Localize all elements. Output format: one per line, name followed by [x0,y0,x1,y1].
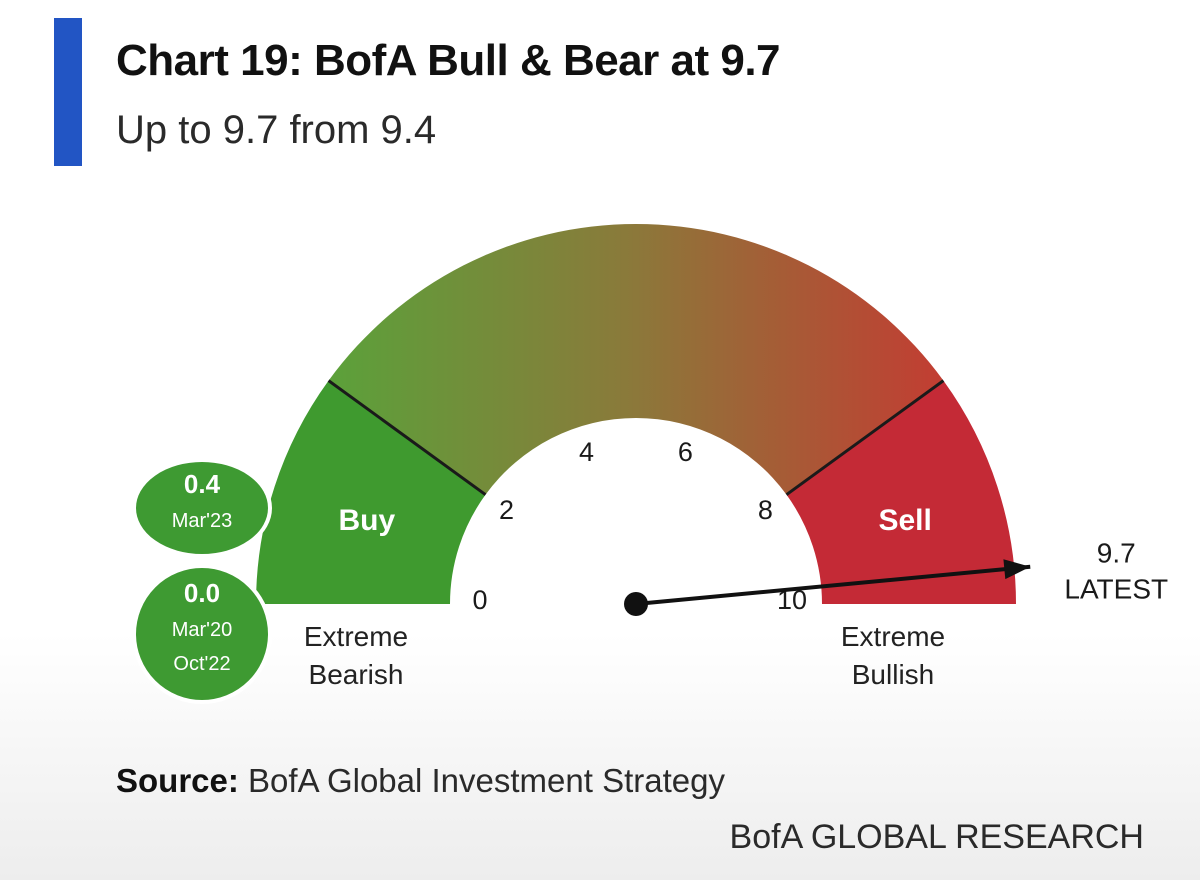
badge-date: Oct'22 [173,653,230,675]
latest-caption: LATEST [1064,574,1168,605]
gauge-zone-0 [256,380,486,604]
gauge-zone-1 [328,223,944,495]
zone-label-sell: Sell [878,504,931,537]
source-text: BofA Global Investment Strategy [248,762,725,799]
gauge-zone-2 [786,380,1016,604]
tick-label: 8 [758,495,773,525]
source-label: Source: [116,762,239,799]
tick-label: 6 [678,437,693,467]
needle-pivot [624,592,648,616]
tick-label: 4 [579,437,594,467]
badge-value: 0.4 [184,469,221,499]
end-label-left: Bearish [309,659,404,690]
tick-label: 2 [499,495,514,525]
historic-low-badge [132,564,272,704]
needle-arrowhead [1003,559,1031,580]
brand-label: BofA GLOBAL RESEARCH [729,818,1144,856]
end-label-right: Bullish [852,659,934,690]
end-label-right: Extreme [841,621,945,652]
zone-divider [327,379,487,496]
badge-value: 0.0 [184,578,220,608]
chart-title: Chart 19: BofA Bull & Bear at 9.7 [116,36,781,85]
historic-low-badge [132,458,272,558]
tick-label: 0 [472,585,487,615]
badge-date: Mar'20 [172,619,233,641]
chart-subtitle: Up to 9.7 from 9.4 [116,108,437,152]
needle-line [635,564,1031,606]
latest-value: 9.7 [1097,538,1136,569]
title-accent-bar [54,18,82,166]
zone-label-buy: Buy [339,504,396,537]
badge-date: Mar'23 [172,510,233,532]
source-note: Source: BofA Global Investment Strategy [116,762,725,800]
end-label-left: Extreme [304,621,408,652]
zone-divider [785,379,945,496]
